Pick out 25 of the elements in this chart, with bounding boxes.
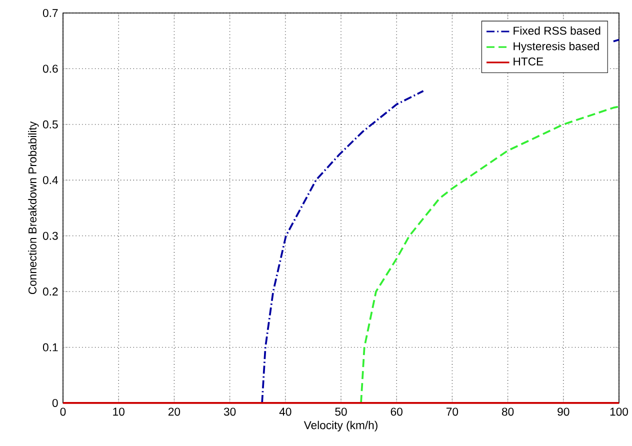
line-series (360, 106, 620, 404)
x-tick-label: 10 (113, 408, 124, 416)
y-tick-label: 0.3 (42, 232, 58, 240)
x-tick-label: 100 (610, 408, 628, 416)
x-tick-label: 0 (60, 408, 66, 416)
x-tick-label: 20 (168, 408, 180, 416)
x-tick-label: 60 (390, 408, 402, 416)
x-tick-label: 80 (502, 408, 514, 416)
x-tick-label: 50 (335, 408, 347, 416)
y-tick-label: 0.1 (42, 343, 58, 352)
x-tick-label: 40 (279, 408, 292, 416)
legend-label: Fixed RSS based (514, 26, 600, 35)
y-tick-label: 0.6 (42, 64, 58, 73)
x-tick-label: 70 (446, 408, 458, 416)
y-tick-label: 0 (52, 398, 58, 407)
legend-label: Hysteresis based (514, 42, 599, 53)
x-tick-label: 30 (224, 408, 236, 416)
y-tick-label: 0.2 (42, 288, 58, 296)
y-tick-label: 0.4 (42, 176, 58, 184)
x-axis-title: Velocity (km/h) (304, 420, 378, 432)
legend-label: HTCE (514, 58, 544, 66)
x-tick-label: 90 (558, 408, 570, 416)
y-tick-label: 0.5 (42, 120, 58, 128)
y-tick-label: 0.7 (42, 9, 58, 18)
y-axis-title: Connection Breakdown Probability (28, 121, 39, 294)
